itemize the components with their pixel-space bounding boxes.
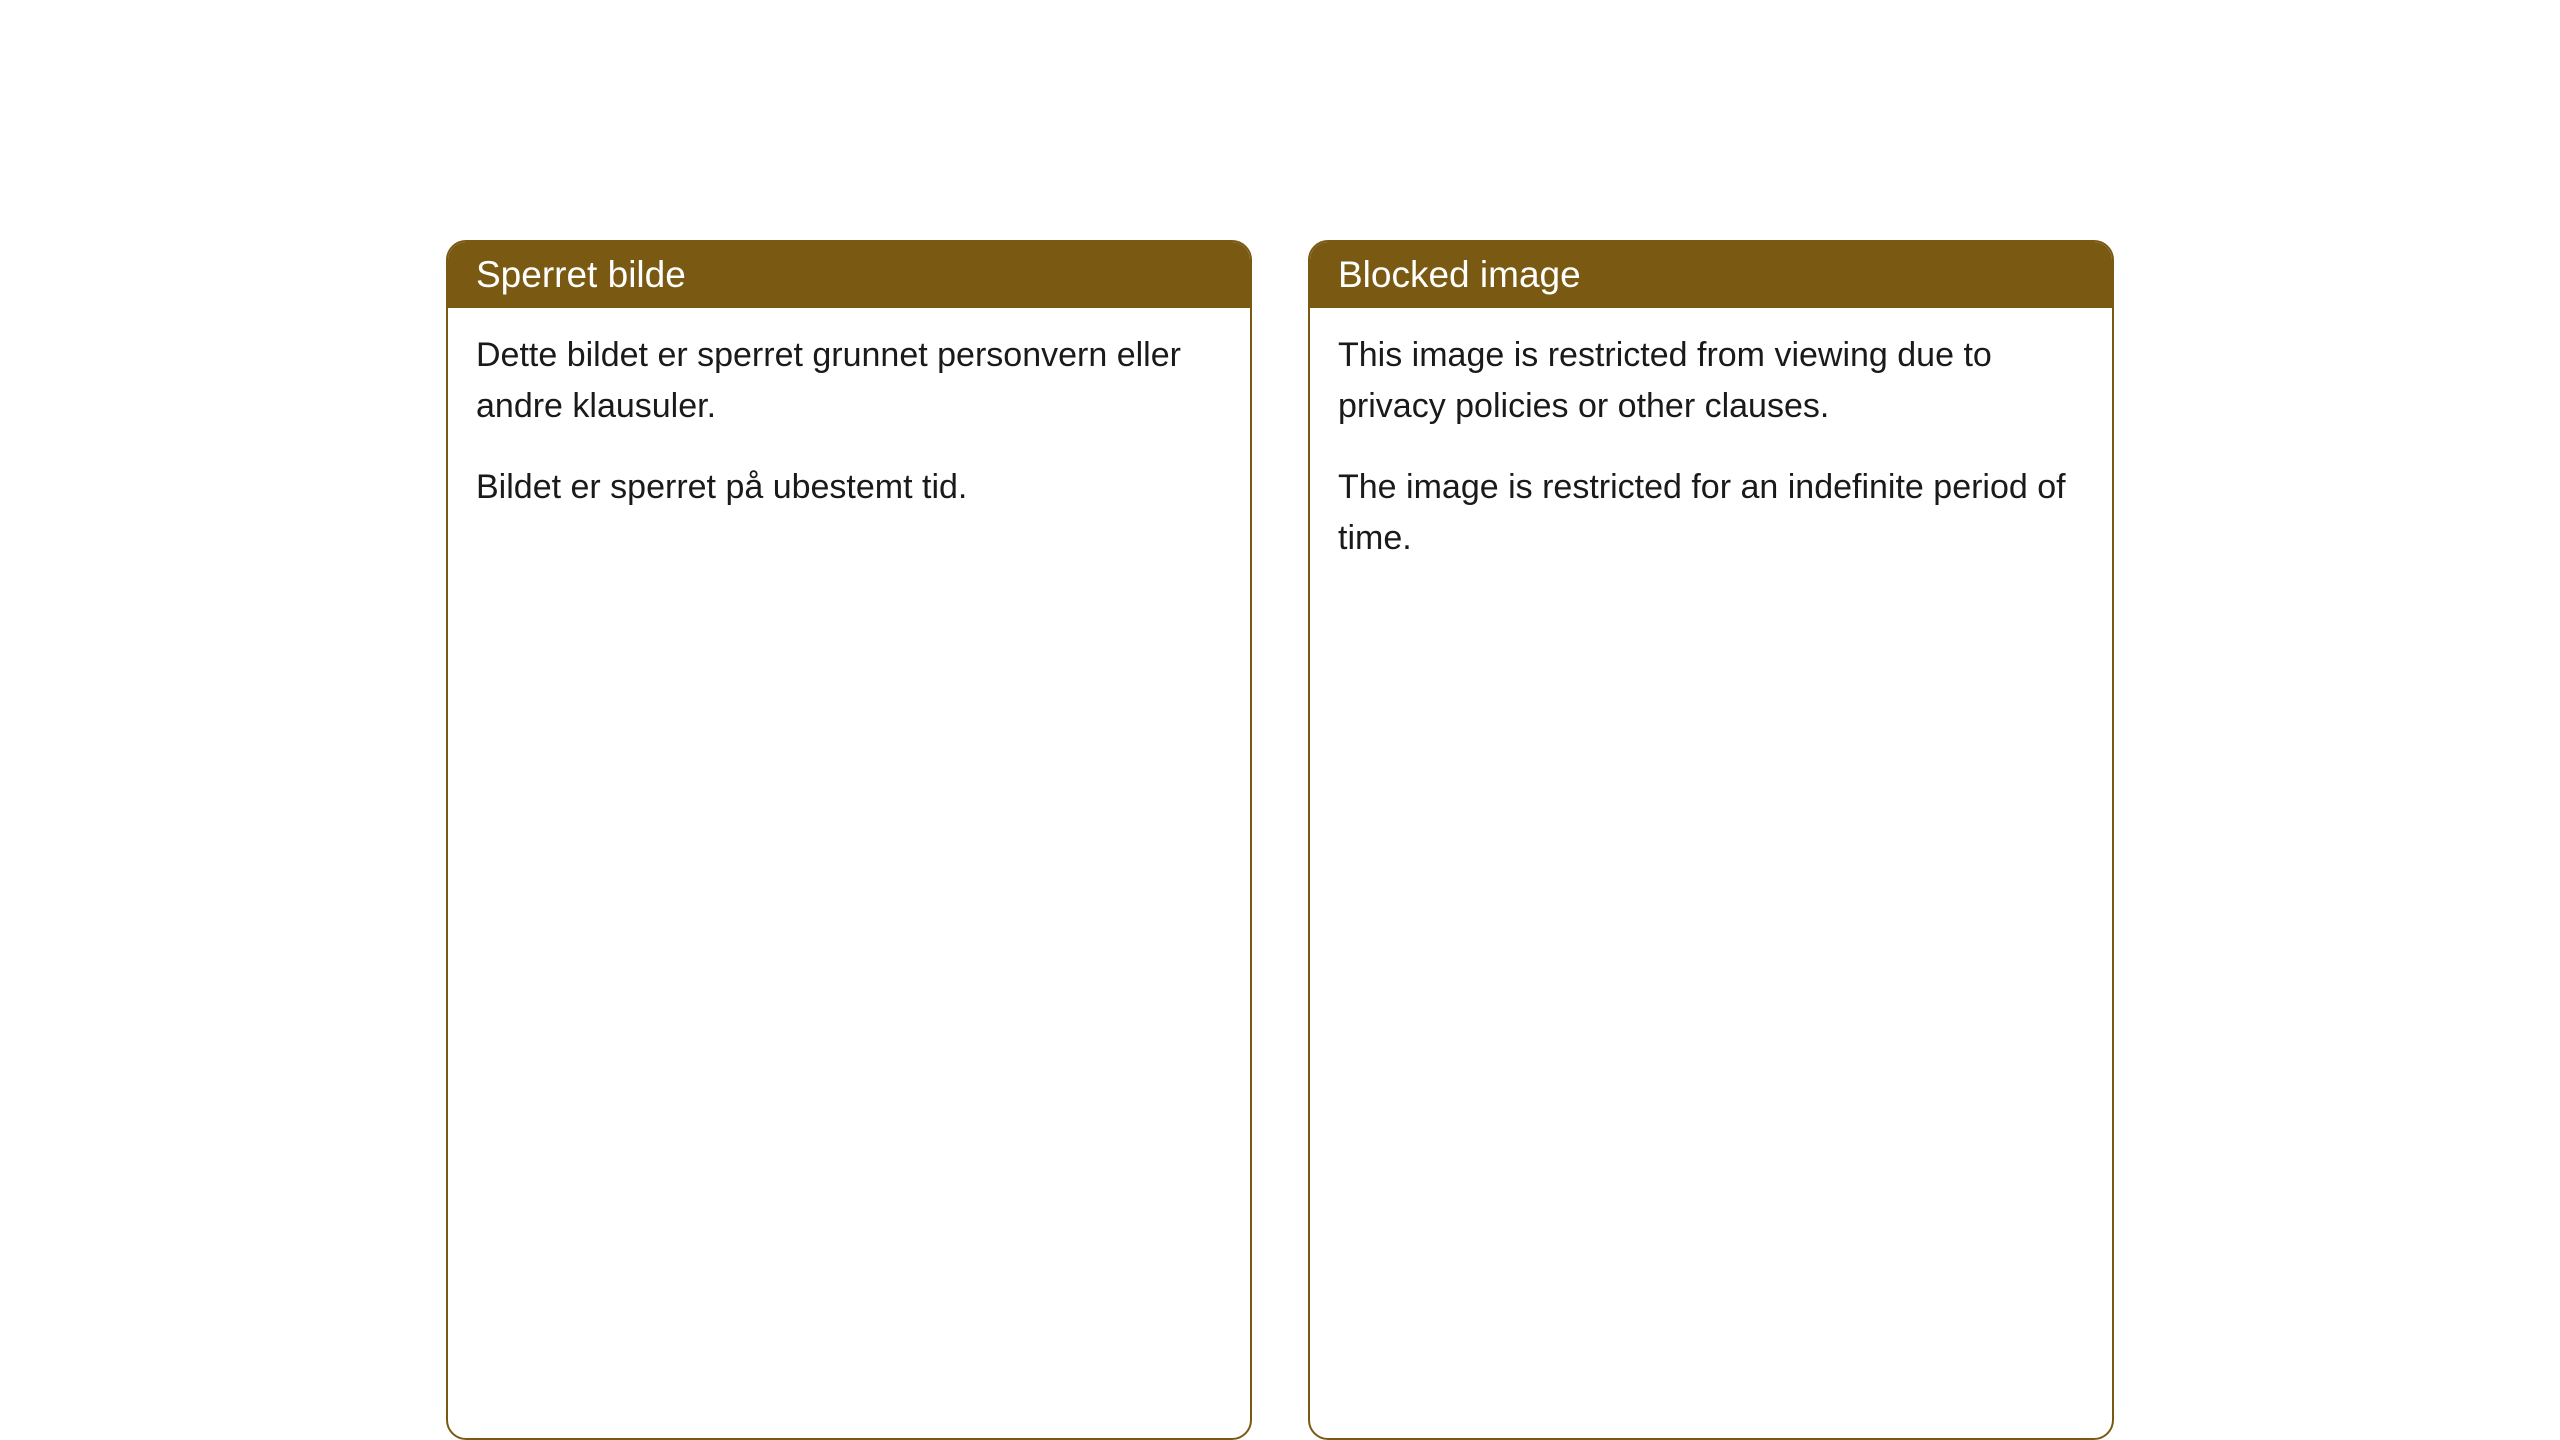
notice-container: Sperret bilde Dette bildet er sperret gr… xyxy=(446,240,2114,1440)
card-body: Dette bildet er sperret grunnet personve… xyxy=(448,308,1250,553)
card-paragraph-1: Dette bildet er sperret grunnet personve… xyxy=(476,330,1222,432)
card-header: Blocked image xyxy=(1310,242,2112,308)
card-paragraph-1: This image is restricted from viewing du… xyxy=(1338,330,2084,432)
notice-card-english: Blocked image This image is restricted f… xyxy=(1308,240,2114,1440)
card-header: Sperret bilde xyxy=(448,242,1250,308)
card-title: Sperret bilde xyxy=(476,254,686,295)
card-paragraph-2: The image is restricted for an indefinit… xyxy=(1338,462,2084,564)
card-body: This image is restricted from viewing du… xyxy=(1310,308,2112,604)
card-title: Blocked image xyxy=(1338,254,1581,295)
card-paragraph-2: Bildet er sperret på ubestemt tid. xyxy=(476,462,1222,513)
notice-card-norwegian: Sperret bilde Dette bildet er sperret gr… xyxy=(446,240,1252,1440)
